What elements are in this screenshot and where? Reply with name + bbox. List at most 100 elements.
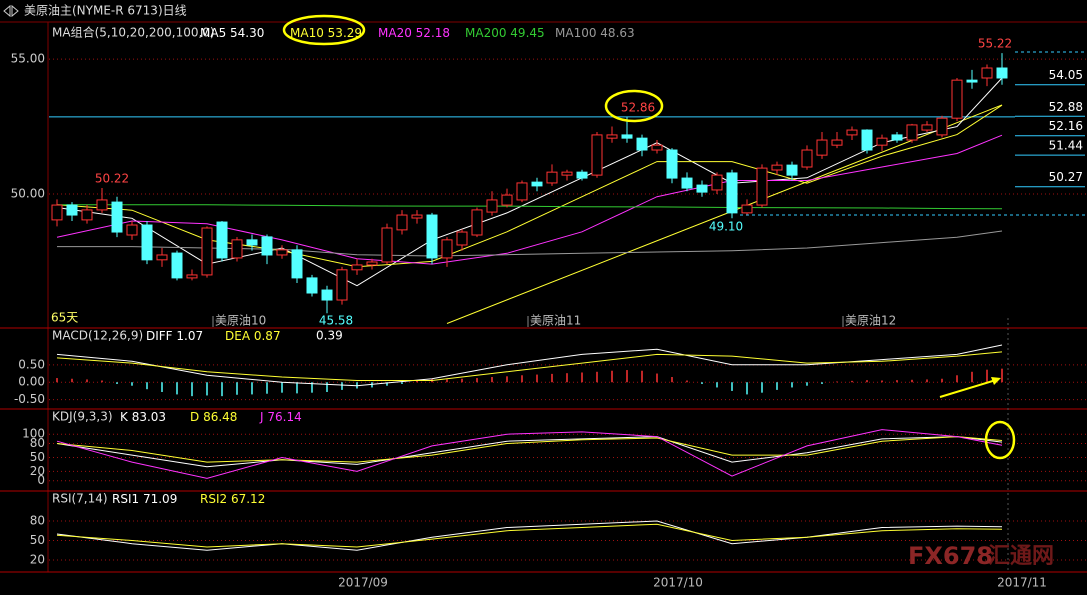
level-label: 54.05: [1049, 68, 1083, 82]
legend-title: KDJ(9,3,3): [52, 410, 113, 424]
legend-entry: MA200 49.45: [465, 26, 545, 40]
candle-body: [966, 79, 978, 83]
candle-body: [441, 239, 453, 259]
x-tick-label: 2017/09: [338, 576, 388, 590]
candle-body: [201, 227, 213, 276]
legend-name: RSI2: [200, 492, 227, 506]
price-annotation: 45.58: [319, 314, 353, 328]
level-label: 51.44: [1049, 139, 1083, 153]
legend-entry: D 86.48: [190, 410, 237, 424]
candle-body: [96, 199, 108, 211]
y-tick-label: 0: [37, 473, 45, 487]
candle-body: [636, 137, 648, 151]
level-label: 50.27: [1049, 170, 1083, 184]
candle-body: [111, 201, 123, 233]
indicator-line: [56, 104, 1003, 268]
y-tick-label: 80: [30, 513, 45, 527]
legend-name: MA200: [465, 26, 506, 40]
y-tick-label: 50.00: [11, 186, 45, 200]
y-tick-label: 50: [30, 533, 45, 547]
candle-body: [366, 261, 378, 266]
legend-title: RSI(7,14): [52, 492, 108, 506]
candle-body: [531, 181, 543, 187]
legend-value: 0.39: [316, 329, 343, 343]
legend-entry: MA20 52.18: [378, 26, 450, 40]
candle-body: [471, 209, 483, 236]
candle-body: [681, 177, 693, 189]
y-tick-label: -0.50: [14, 392, 45, 406]
legend-name: J: [259, 410, 264, 424]
legend-name: K: [120, 410, 129, 424]
legend-value: 0.87: [254, 329, 281, 343]
legend-value: 76.14: [267, 410, 301, 424]
level-label: 52.88: [1049, 100, 1083, 114]
legend-name: DEA: [225, 329, 251, 343]
candle-body: [351, 264, 363, 271]
candle-body: [396, 214, 408, 231]
legend-value: 67.12: [231, 492, 265, 506]
indicator-line: [56, 436, 1003, 463]
candle-body: [726, 172, 738, 214]
candle-body: [846, 129, 858, 136]
candle-body: [936, 117, 948, 136]
candle-body: [186, 274, 198, 279]
candle-body: [336, 269, 348, 301]
candle-body: [411, 214, 423, 219]
legend-title: MACD(12,26,9): [52, 329, 143, 343]
x-tick-label: 2017/11: [997, 576, 1047, 590]
candle-body: [816, 139, 828, 156]
candle-body: [756, 167, 768, 206]
indicator-line: [57, 230, 1003, 257]
highlight-ellipse: [604, 89, 664, 123]
y-tick-label: 80: [30, 436, 45, 450]
y-tick-label: 20: [30, 464, 45, 478]
candle-body: [651, 144, 663, 151]
candle-body: [501, 194, 513, 206]
nav-icon[interactable]: [11, 4, 19, 18]
legend-name: DIFF: [146, 329, 173, 343]
candle-body: [276, 249, 288, 256]
chart-title: 美原油主(NYME-R 6713)日线: [24, 4, 187, 18]
candle-body: [981, 67, 993, 79]
candle-body: [231, 239, 243, 259]
candle-body: [891, 134, 903, 141]
candle-body: [321, 289, 333, 301]
candle-body: [456, 231, 468, 246]
candle-body: [516, 182, 528, 201]
candle-body: [561, 171, 573, 176]
candle-body: [156, 254, 168, 261]
highlight-ellipse: [984, 420, 1016, 460]
legend-title: MA组合(5,10,20,200,100,0): [52, 25, 215, 40]
legend-entry: DIFF 1.07: [146, 329, 203, 343]
candle-body: [141, 224, 153, 261]
watermark: 汇通网: [988, 544, 1054, 569]
candle-body: [666, 149, 678, 179]
price-annotation: 49.10: [709, 220, 743, 234]
indicator-line: [56, 429, 1003, 479]
level-label: 52.16: [1049, 119, 1083, 133]
legend-name: D: [190, 410, 199, 424]
trendline: [446, 104, 1003, 324]
legend-value: 1.07: [176, 329, 203, 343]
y-tick-label: 55.00: [11, 52, 45, 66]
nav-icon[interactable]: [3, 4, 11, 18]
legend-value: 49.45: [510, 26, 544, 40]
candle-body: [591, 134, 603, 176]
legend-value: 86.48: [203, 410, 237, 424]
candle-body: [861, 129, 873, 151]
indicator-line: [56, 351, 1003, 381]
legend-value: 53.29: [328, 26, 362, 40]
legend-name: MA5: [200, 26, 226, 40]
legend-entry: J 76.14: [259, 410, 302, 424]
legend-entry: MA5 54.30: [200, 26, 264, 40]
month-label: 美原油10: [215, 314, 266, 328]
candle-body: [426, 214, 438, 259]
indicator-line: [56, 523, 1003, 548]
legend-name: MA10: [290, 26, 324, 40]
price-annotation: 50.22: [95, 172, 129, 186]
indicator-line: [56, 344, 1003, 387]
legend-name: MA100: [555, 26, 596, 40]
candle-body: [576, 171, 588, 179]
candle-body: [771, 164, 783, 171]
